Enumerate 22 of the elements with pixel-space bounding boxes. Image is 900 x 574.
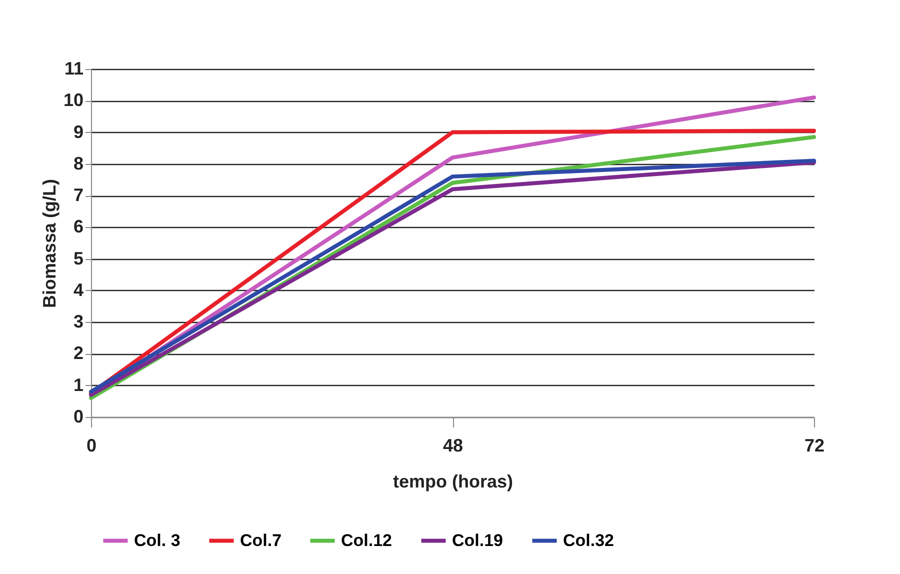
legend-label: Col.7: [240, 530, 282, 550]
y-tick-label: 7: [73, 185, 84, 206]
x-tick-label: 0: [86, 436, 97, 456]
legend-label: Col.12: [341, 530, 392, 550]
y-axis-title: Biomassa (g/L): [39, 178, 60, 308]
y-tick-label: 0: [73, 406, 84, 426]
y-tick-label: 11: [64, 58, 84, 78]
y-tick-label: 6: [73, 216, 84, 237]
y-tick-label: 10: [63, 90, 84, 110]
y-tick-label: 8: [73, 153, 84, 174]
y-tick-label: 1: [73, 374, 84, 395]
x-tick-label: 48: [442, 436, 464, 456]
x-tick-label: 72: [804, 436, 825, 456]
legend-label: Col.32: [563, 530, 614, 550]
y-tick-label: 3: [73, 312, 84, 332]
y-tick-label: 2: [73, 343, 84, 364]
legend-label: Col.19: [452, 530, 504, 550]
legend-label: Col. 3: [134, 530, 180, 550]
y-tick-label: 5: [73, 248, 84, 268]
x-axis-title: tempo (horas): [392, 472, 514, 492]
y-tick-label: 4: [73, 280, 84, 300]
y-tick-label: 9: [73, 122, 84, 142]
